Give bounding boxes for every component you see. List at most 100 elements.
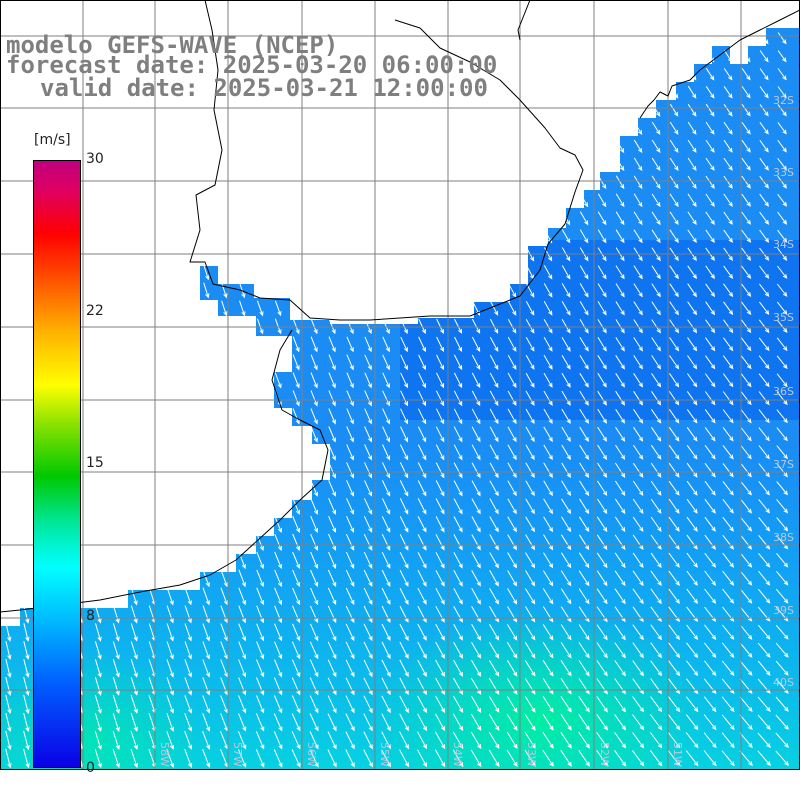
wind-arrow	[757, 696, 771, 712]
wind-arrow	[453, 641, 463, 659]
wind-arrow	[184, 569, 192, 588]
wind-arrow	[310, 408, 318, 425]
wind-arrow	[596, 516, 608, 533]
wind-arrow	[723, 139, 733, 153]
wind-arrow	[524, 660, 536, 677]
wind-arrow	[328, 228, 336, 244]
wind-arrow	[704, 355, 716, 370]
wind-arrow	[203, 192, 210, 209]
wind-arrow	[113, 497, 120, 516]
wind-arrow	[25, 14, 28, 27]
wind-arrow	[399, 569, 409, 587]
wind-arrow	[506, 713, 518, 731]
wind-arrow	[257, 192, 264, 208]
wind-arrow	[399, 605, 409, 623]
lat-label: 32S	[773, 94, 794, 107]
wind-arrow	[435, 408, 445, 425]
wind-arrow	[633, 193, 643, 208]
wind-arrow	[417, 516, 427, 533]
wind-arrow	[472, 193, 480, 208]
wind-arrow	[578, 516, 590, 533]
wind-arrow	[130, 605, 138, 624]
wind-arrow	[472, 282, 481, 298]
wind-arrow	[436, 103, 444, 118]
wind-arrow	[616, 49, 624, 63]
colorbar-unit: [m/s]	[34, 132, 71, 148]
wind-arrow	[721, 660, 735, 676]
wind-arrow	[705, 86, 715, 99]
wind-arrow	[598, 121, 607, 136]
wind-arrow	[167, 336, 174, 353]
wind-arrow	[364, 139, 372, 154]
wind-arrow	[703, 696, 717, 713]
wind-arrow	[632, 624, 644, 641]
wind-arrow	[722, 570, 735, 586]
wind-arrow	[758, 570, 771, 586]
wind-arrow	[632, 714, 645, 731]
wind-arrow	[363, 749, 373, 768]
wind-arrow	[384, 14, 389, 26]
wind-arrow	[435, 587, 445, 605]
wind-arrow	[579, 354, 589, 370]
wind-arrow	[597, 462, 608, 478]
wind-arrow	[561, 516, 572, 533]
wind-arrow	[23, 372, 30, 389]
wind-arrow	[292, 515, 300, 533]
wind-arrow	[417, 641, 427, 660]
wind-arrow	[256, 462, 264, 479]
wind-arrow	[256, 480, 264, 497]
wind-arrow	[23, 587, 30, 606]
wind-arrow	[759, 211, 770, 225]
wind-arrow	[131, 282, 138, 299]
wind-arrow	[741, 122, 751, 135]
wind-arrow	[597, 211, 607, 226]
wind-arrow	[167, 228, 174, 245]
wind-arrow	[757, 714, 771, 730]
wind-arrow	[741, 193, 751, 207]
wind-arrow	[705, 265, 715, 280]
wind-arrow	[722, 427, 734, 442]
wind-arrow	[167, 264, 174, 281]
wind-arrow	[166, 479, 174, 498]
wind-arrow	[471, 462, 481, 479]
wind-arrow	[113, 479, 120, 498]
wind-arrow	[669, 103, 679, 117]
wind-arrow	[400, 300, 408, 317]
wind-arrow	[739, 714, 753, 731]
lat-label: 33S	[773, 166, 794, 179]
wind-arrow	[687, 283, 697, 298]
wind-arrow	[202, 479, 210, 497]
wind-arrow	[363, 498, 373, 515]
wind-arrow	[346, 175, 354, 190]
wind-arrow	[686, 391, 698, 406]
wind-arrow	[560, 552, 572, 569]
wind-arrow	[507, 516, 517, 533]
wind-arrow	[776, 409, 788, 424]
wind-arrow	[5, 730, 12, 751]
wind-arrow	[131, 174, 138, 191]
wind-arrow	[400, 264, 408, 280]
wind-arrow	[401, 31, 408, 46]
wind-arrow	[508, 157, 516, 172]
wind-arrow	[723, 301, 734, 316]
wind-arrow	[579, 372, 589, 388]
wind-arrow	[759, 122, 769, 135]
wind-arrow	[113, 551, 120, 570]
wind-arrow	[327, 695, 337, 714]
wind-arrow	[23, 354, 30, 371]
wind-arrow	[256, 587, 264, 606]
wind-arrow	[256, 695, 265, 714]
wind-arrow	[292, 318, 300, 335]
wind-arrow	[741, 68, 751, 81]
wind-arrow	[758, 516, 771, 532]
wind-arrow	[24, 300, 29, 317]
wind-arrow	[687, 211, 697, 226]
wind-arrow	[687, 355, 698, 370]
wind-arrow	[202, 533, 210, 552]
wind-arrow	[633, 426, 644, 442]
wind-arrow	[149, 336, 156, 353]
wind-arrow	[650, 624, 662, 641]
wind-arrow	[130, 569, 138, 588]
wind-arrow	[561, 336, 571, 352]
